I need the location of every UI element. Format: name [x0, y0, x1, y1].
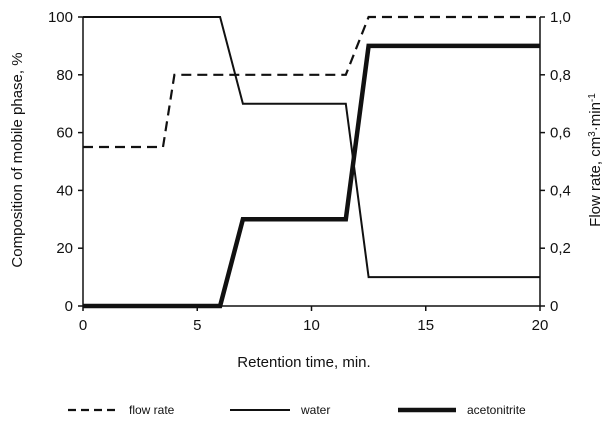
- y-right-tick-label: 0,8: [550, 67, 571, 84]
- y-left-tick-label: 40: [56, 182, 73, 199]
- y-right-title-sup2: -1: [587, 93, 598, 102]
- x-tick-label: 10: [303, 317, 320, 334]
- y-right-tick-label: 0: [550, 298, 558, 315]
- y-left-tick-label: 0: [65, 298, 73, 315]
- y-right-title-sup1: 3: [587, 131, 598, 137]
- x-tick-label: 20: [532, 317, 549, 334]
- y-right-tick-label: 0,6: [550, 125, 571, 142]
- y-left-tick-label: 20: [56, 240, 73, 257]
- plot-area: [78, 16, 545, 311]
- y-right-axis-title: Flow rate, cm3·min-1: [587, 93, 605, 227]
- series-line-water: [83, 16, 540, 279]
- y-left-tick-label: 60: [56, 125, 73, 142]
- x-tick-label: 0: [79, 317, 87, 334]
- y-right-title-mid: ·min: [587, 102, 604, 131]
- legend-label-water: water: [300, 403, 330, 417]
- y-left-tick-label: 100: [48, 9, 73, 26]
- series-line-flow-rate: [83, 15, 540, 149]
- y-right-tick-label: 0,2: [550, 240, 571, 257]
- legend: flow rate water acetonitrite: [68, 403, 526, 417]
- y-left-axis-title: Composition of mobile phase, %: [9, 52, 26, 267]
- y-right-title-main: Flow rate, cm: [587, 137, 604, 227]
- y-right-tick-label: 1,0: [550, 9, 571, 26]
- x-axis-title: Retention time, min.: [237, 354, 370, 371]
- legend-label-acetonitrite: acetonitrite: [467, 403, 526, 417]
- y-left-tick-label: 80: [56, 67, 73, 84]
- x-tick-label: 15: [417, 317, 434, 334]
- x-tick-label: 5: [193, 317, 201, 334]
- series-lines: [83, 15, 540, 309]
- series-line-acetonitrite: [83, 43, 540, 309]
- y-right-tick-label: 0,4: [550, 182, 571, 199]
- legend-label-flow-rate: flow rate: [129, 403, 175, 417]
